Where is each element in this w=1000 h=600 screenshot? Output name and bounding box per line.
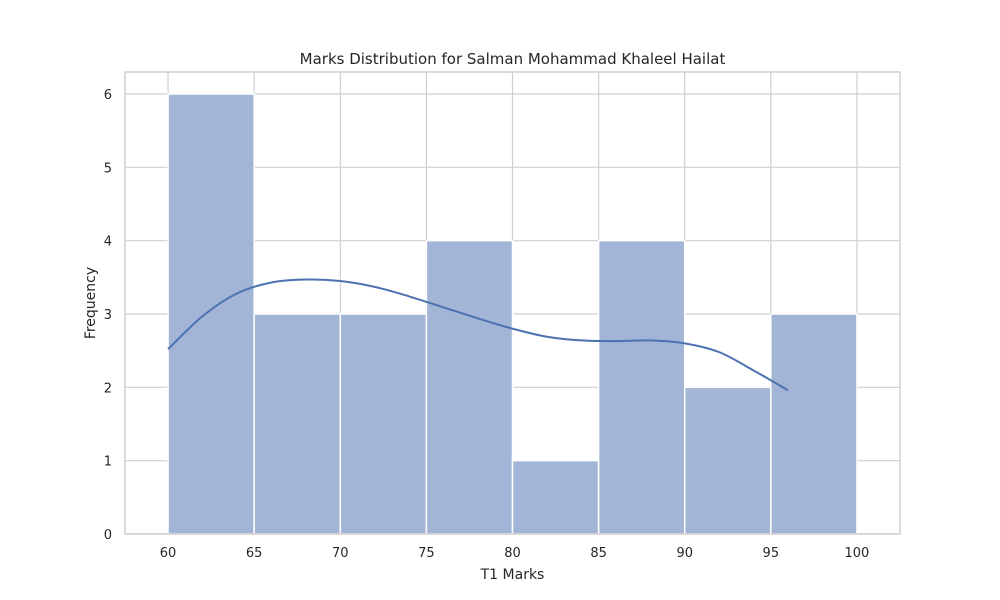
histogram-bar	[167, 93, 255, 535]
y-tick-labels: 0 1 2 3 4 5 6	[104, 88, 112, 543]
y-tick-label: 2	[104, 381, 112, 396]
x-tick-label: 80	[504, 546, 521, 561]
chart-title: Marks Distribution for Salman Mohammad K…	[300, 50, 726, 68]
x-tick-label: 85	[590, 546, 607, 561]
x-axis-label: T1 Marks	[480, 567, 545, 583]
y-tick-label: 6	[104, 88, 112, 103]
kde-curve	[167, 278, 789, 392]
y-tick-label: 1	[104, 455, 112, 470]
y-tick-label: 0	[104, 528, 112, 543]
y-tick-label: 3	[104, 308, 112, 323]
x-tick-label: 100	[845, 546, 870, 561]
x-tick-label: 75	[418, 546, 435, 561]
x-tick-label: 65	[246, 546, 263, 561]
kde-curve-group	[167, 278, 789, 392]
histogram-bar	[253, 313, 342, 535]
histogram-bar	[770, 313, 858, 535]
x-tick-label: 70	[332, 546, 349, 561]
bars	[167, 93, 858, 535]
x-tick-label: 95	[763, 546, 780, 561]
histogram-bar	[339, 313, 428, 535]
x-tick-label: 60	[160, 546, 177, 561]
y-tick-label: 5	[104, 161, 112, 176]
y-tick-label: 4	[104, 235, 112, 250]
x-tick-label: 90	[676, 546, 693, 561]
x-tick-labels: 60 65 70 75 80 85 90 95 100	[160, 546, 870, 561]
histogram-bar	[683, 386, 772, 535]
histogram-bar	[425, 239, 514, 535]
y-axis-label: Frequency	[83, 267, 99, 339]
histogram-bar	[511, 459, 600, 535]
plot-frame	[124, 71, 901, 535]
histogram-bar	[597, 239, 686, 535]
